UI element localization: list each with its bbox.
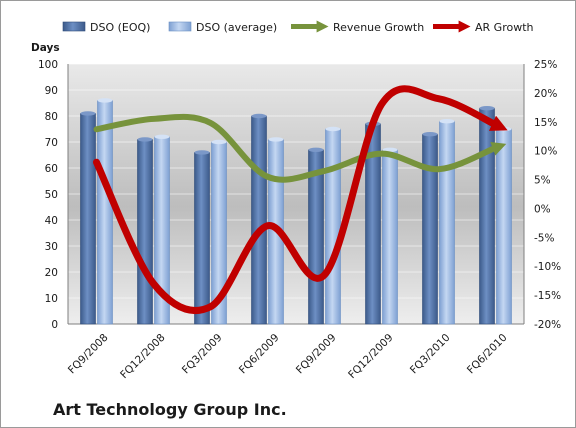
x-tick-label: FQ6/2009: [237, 332, 282, 377]
revenue-growth-line: [93, 113, 507, 183]
bar-dso-average: [97, 100, 113, 325]
y2-tick-label: -5%: [534, 232, 554, 244]
bar-cap: [422, 132, 438, 137]
y-tick-label: 90: [45, 85, 58, 97]
legend-ar-growth: AR Growth: [433, 20, 534, 34]
left-tick-labels: 0 10 20 30 40 50 60 70 80 90 100: [38, 59, 58, 331]
legend-swatch: [62, 21, 86, 32]
x-tick-label: FQ12/2009: [346, 332, 395, 381]
line-series: [93, 85, 508, 314]
bar-cap: [154, 134, 170, 139]
bar-cap: [496, 126, 512, 132]
y-tick-label: 50: [45, 189, 58, 201]
bar-cap: [439, 119, 455, 124]
y-tick-label: 0: [51, 319, 58, 331]
bar-cap: [137, 137, 153, 142]
legend-revenue-growth: Revenue Growth: [291, 20, 424, 34]
y-tick-label: 40: [45, 215, 58, 227]
x-tick-label: FQ6/2010: [465, 332, 510, 377]
bar-dso-average: [496, 128, 512, 325]
category-labels: FQ9/2008 FQ12/2008 FQ3/2009 FQ6/2009 FQ9/200…: [66, 332, 510, 381]
bar-dso-eoq: [137, 139, 153, 325]
bar-cap: [194, 150, 210, 155]
bar-dso-eoq: [80, 113, 96, 325]
bar-dso-eoq: [251, 115, 267, 325]
y-tick-label: 80: [45, 111, 58, 123]
y-tick-label: 70: [45, 137, 58, 149]
legend-swatch: [168, 21, 192, 32]
y2-tick-label: -15%: [534, 290, 561, 302]
bar-cap: [325, 126, 341, 132]
y2-tick-label: 15%: [534, 117, 557, 129]
legend-label: Revenue Growth: [333, 21, 424, 34]
bar-cap: [80, 111, 96, 116]
ar-growth-line: [93, 85, 508, 314]
legend-label: DSO (EOQ): [90, 21, 150, 34]
y2-tick-label: 25%: [534, 59, 557, 71]
x-tick-label: FQ3/2009: [180, 332, 225, 377]
bar-cap: [268, 137, 284, 142]
legend-label: DSO (average): [196, 21, 277, 34]
y2-tick-label: -10%: [534, 261, 561, 273]
y2-tick-label: 5%: [534, 175, 551, 187]
y2-tick-label: -20%: [534, 319, 561, 331]
bar-cap: [251, 113, 267, 119]
bar-cap: [97, 98, 113, 103]
bar-cap: [479, 106, 495, 111]
x-tick-label: FQ12/2008: [118, 332, 167, 381]
legend-dso-eoq: DSO (EOQ): [62, 21, 150, 34]
y-tick-label: 20: [45, 267, 58, 279]
bar-cap: [211, 139, 227, 145]
y2-tick-label: 0%: [534, 203, 551, 215]
y-tick-label: 10: [45, 293, 58, 305]
bar-dso-average: [325, 128, 341, 325]
y-tick-label: 30: [45, 241, 58, 253]
bar-series: [80, 98, 512, 325]
bar-cap: [382, 147, 398, 152]
bar-dso-eoq: [194, 152, 210, 325]
legend-label: AR Growth: [475, 21, 534, 34]
x-tick-label: FQ9/2009: [294, 332, 339, 377]
bar-dso-average: [382, 149, 398, 325]
x-tick-label: FQ9/2008: [66, 332, 111, 377]
bar-dso-eoq: [422, 133, 438, 325]
y2-tick-label: 10%: [534, 146, 557, 158]
y-tick-label: 100: [38, 59, 58, 71]
x-tick-label: FQ3/2010: [408, 332, 453, 377]
legend: DSO (EOQ) DSO (average) Revenue Growth AR G…: [62, 20, 534, 34]
y2-tick-label: 20%: [534, 88, 557, 100]
bar-dso-eoq: [479, 107, 495, 325]
right-tick-labels: -20% -15% -10% -5% 0% 5% 10% 15% 20% 25%: [534, 59, 561, 331]
y-tick-label: 60: [45, 163, 58, 175]
legend-dso-average: DSO (average): [168, 21, 277, 34]
bar-dso-average: [439, 120, 455, 325]
y-axis-title: Days: [31, 42, 60, 54]
company-name: Art Technology Group Inc.: [53, 400, 287, 419]
bar-cap: [308, 147, 324, 152]
